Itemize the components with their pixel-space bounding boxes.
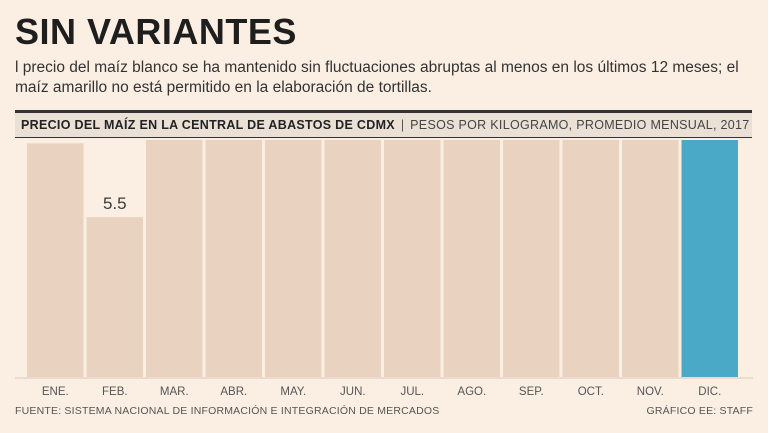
bar-ago bbox=[443, 140, 500, 377]
data-label: 5.5 bbox=[103, 194, 127, 213]
bar-nov bbox=[622, 140, 679, 377]
x-tick-label: SEP. bbox=[519, 386, 544, 398]
x-tick-label: OCT. bbox=[578, 386, 604, 398]
bar-mar bbox=[146, 140, 203, 377]
x-tick-label: MAR. bbox=[160, 386, 189, 398]
bar-sep bbox=[503, 140, 560, 377]
bar-feb bbox=[86, 217, 143, 377]
x-tick-label: FEB. bbox=[102, 386, 128, 398]
bar-may bbox=[265, 140, 322, 377]
page-title: SIN VARIANTES bbox=[15, 11, 297, 52]
x-tick-label: AGO. bbox=[457, 386, 486, 398]
bar-ene bbox=[27, 143, 84, 377]
x-tick-label: NOV. bbox=[637, 386, 664, 398]
chart-header-separator: | bbox=[400, 118, 405, 132]
x-tick-label: JUL. bbox=[400, 386, 424, 398]
source-note: FUENTE: SISTEMA NACIONAL DE INFORMACIÓN … bbox=[15, 405, 440, 417]
bar-jul bbox=[384, 140, 441, 377]
bar-jun bbox=[324, 140, 381, 377]
chart-header: PRECIO DEL MAÍZ EN LA CENTRAL DE ABASTOS… bbox=[15, 110, 752, 138]
subtitle: l precio del maíz blanco se ha mantenido… bbox=[15, 59, 739, 96]
x-tick-label: JUN. bbox=[340, 386, 366, 398]
x-tick-label: DIC. bbox=[698, 386, 721, 398]
bar-oct bbox=[562, 140, 619, 377]
chart-title: PRECIO DEL MAÍZ EN LA CENTRAL DE ABASTOS… bbox=[21, 118, 395, 132]
bar-abr bbox=[205, 140, 262, 377]
x-tick-label: ABR. bbox=[220, 386, 247, 398]
bar-chart: 5.8ENE.5.5FEB.6.0MAR.6.0ABR.6.0MAY.6.0JU… bbox=[15, 140, 753, 398]
bar-dic bbox=[681, 140, 738, 377]
x-tick-label: ENE. bbox=[42, 386, 69, 398]
x-tick-label: MAY. bbox=[280, 386, 306, 398]
credit-note: GRÁFICO EE: STAFF bbox=[646, 405, 753, 417]
chart-units: PESOS POR KILOGRAMO, PROMEDIO MENSUAL, 2… bbox=[410, 118, 750, 132]
